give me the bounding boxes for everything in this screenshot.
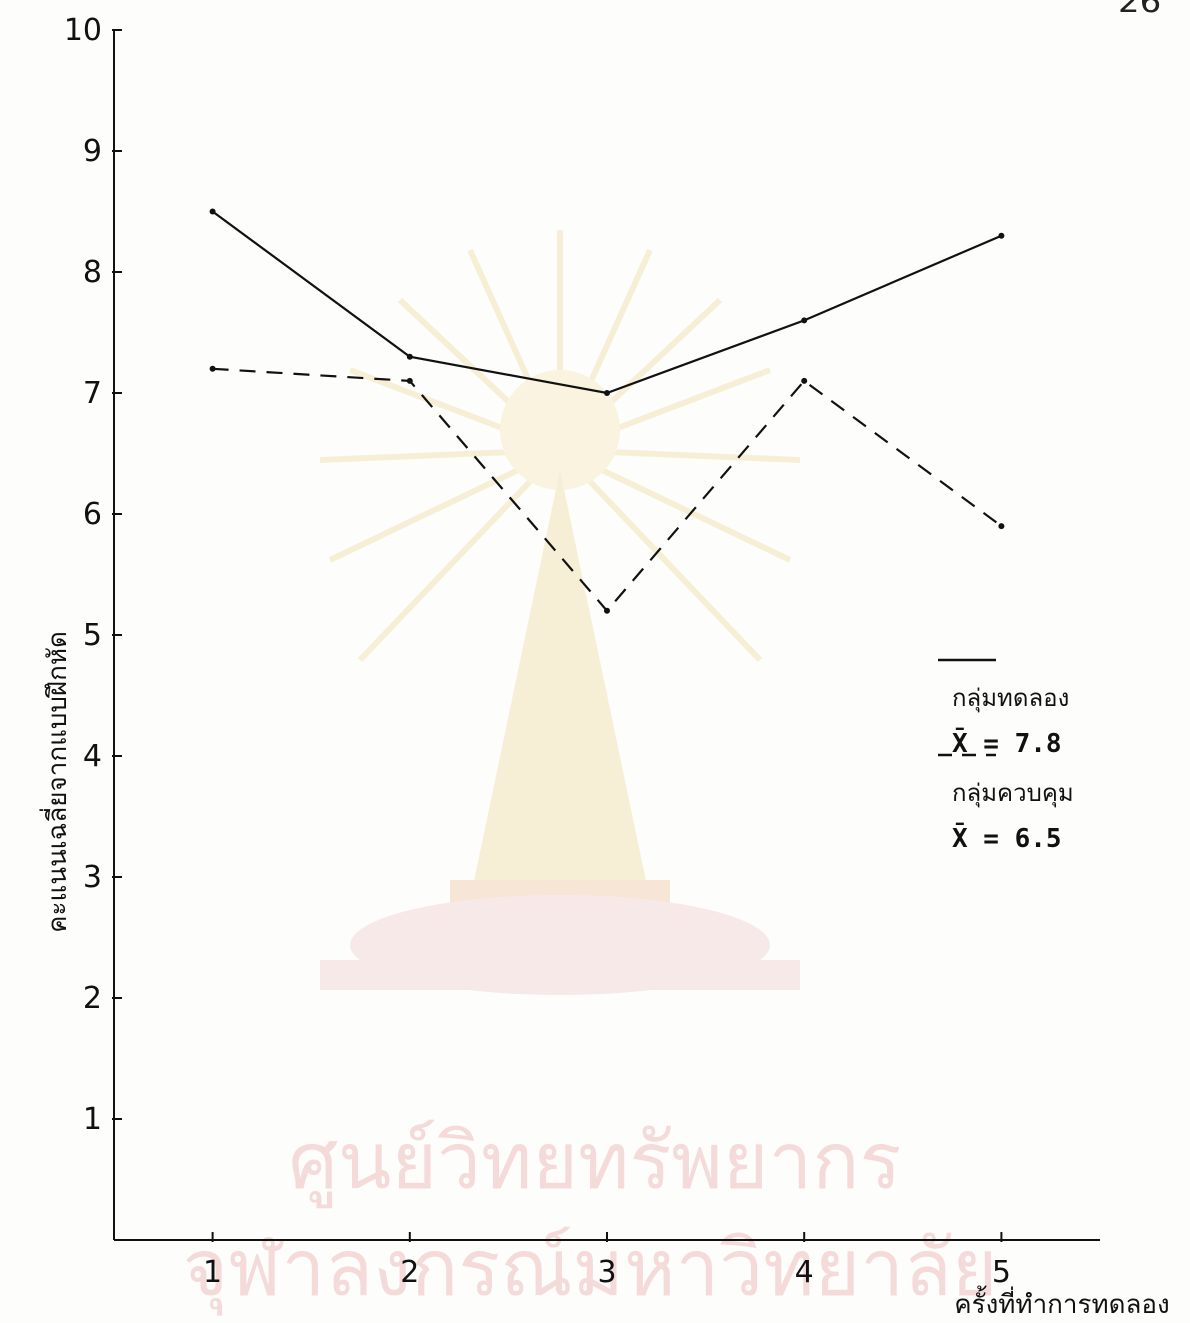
data-point [801,317,808,324]
legend-label-1: กลุ่มทดลอง [952,684,1069,713]
x-axis-ticks: 1 2 3 4 5 [203,1232,1011,1290]
x-tick-label: 1 [203,1255,222,1290]
series-line-2 [212,367,1003,613]
y-tick-label: 1 [83,1102,102,1137]
data-point [209,365,216,372]
legend-label-2: กลุ่มควบคุม [952,779,1074,808]
data-point [998,523,1005,530]
y-tick-label: 2 [83,981,102,1016]
y-tick-label: 9 [83,134,102,169]
y-tick-label: 4 [83,739,102,774]
data-point [604,607,610,614]
y-tick-label: 7 [83,376,102,411]
y-tick-label: 10 [64,13,102,48]
y-tick-label: 8 [83,255,102,290]
data-point [406,353,413,360]
series-line-1 [211,210,1002,395]
chart-legend: กลุ่มทดลอง X̄ = 7.8 กลุ่มควบคุม X̄ = 6.5 [938,658,1074,854]
chart-series [209,208,1005,614]
data-point [604,390,610,396]
data-point [406,377,413,384]
page-number: 26 [1118,0,1162,20]
x-tick-label: 2 [400,1255,419,1290]
x-tick-label: 5 [992,1255,1011,1290]
data-point [801,377,808,384]
legend-mean-2: X̄ = 6.5 [952,821,1062,854]
data-point [209,208,216,215]
y-tick-label: 3 [83,860,102,895]
chart-axes [113,30,1100,1241]
x-tick-label: 4 [795,1255,814,1290]
x-axis-title: ครั้งที่ทำการทดลอง [954,1285,1170,1320]
y-axis-ticks: 1 2 3 4 5 6 7 8 9 10 [64,13,122,1137]
data-point [998,232,1005,239]
y-tick-label: 6 [83,497,102,532]
x-tick-label: 3 [597,1255,616,1290]
y-axis-title: คะแนนเฉลี่ยจากแบบฝึกหัด [39,631,73,933]
legend-mean-1: X̄ = 7.8 [952,726,1062,759]
y-tick-label: 5 [83,618,102,653]
